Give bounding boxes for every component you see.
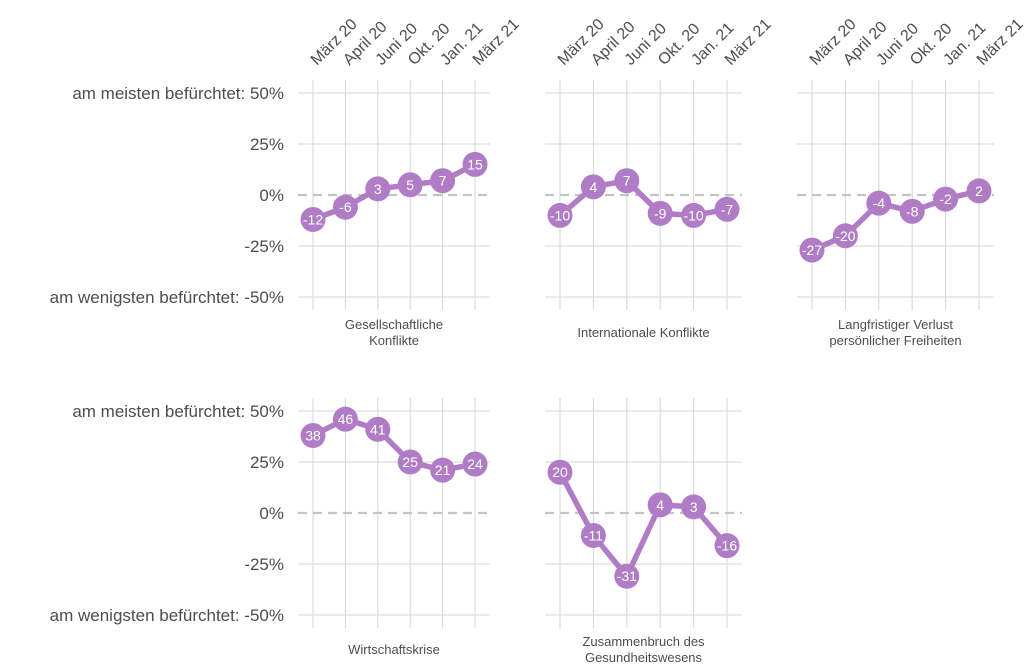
data-label: 7	[439, 173, 447, 189]
x-tick-label: März 21	[722, 16, 775, 69]
data-point	[430, 457, 456, 483]
data-label: 21	[435, 462, 451, 478]
data-point	[714, 533, 740, 559]
data-label: -27	[802, 242, 822, 258]
data-label: -11	[584, 527, 603, 543]
x-tick-label: März 21	[974, 16, 1027, 69]
y-tick-label: 0%	[259, 504, 284, 523]
data-point	[332, 194, 358, 220]
data-label: -2	[939, 191, 952, 207]
data-point	[647, 200, 673, 226]
y-tick-label: 25%	[250, 453, 284, 472]
data-point	[714, 196, 740, 222]
panel-title: Langfristiger Verlust	[838, 317, 953, 332]
data-point	[580, 522, 606, 548]
data-label: -20	[835, 228, 855, 244]
panel-title: Gesellschaftliche	[345, 317, 443, 332]
data-point	[866, 190, 892, 216]
data-label: 20	[552, 464, 568, 480]
data-label: -10	[550, 207, 570, 223]
data-point	[462, 451, 488, 477]
data-point	[580, 174, 606, 200]
data-label: 3	[690, 499, 698, 515]
data-point	[462, 151, 488, 177]
data-point	[681, 202, 707, 228]
data-point	[365, 176, 391, 202]
data-point	[647, 492, 673, 518]
data-point	[397, 449, 423, 475]
y-tick-label: 0%	[259, 186, 284, 205]
data-label: -9	[654, 205, 667, 221]
data-point	[966, 178, 992, 204]
panel-title: Zusammenbruch des	[582, 634, 705, 649]
data-label: 7	[623, 173, 631, 189]
data-label: 2	[975, 183, 983, 199]
y-tick-label: am wenigsten befürchtet: -50%	[50, 606, 284, 625]
data-label: -16	[717, 538, 737, 554]
data-point	[547, 459, 573, 485]
data-point	[799, 237, 825, 263]
data-point	[832, 223, 858, 249]
data-label: -7	[721, 201, 734, 217]
data-label: 41	[370, 421, 386, 437]
data-label: 5	[406, 177, 414, 193]
data-label: 15	[467, 156, 483, 172]
data-label: -12	[303, 211, 323, 227]
data-label: -6	[339, 199, 352, 215]
data-label: -4	[873, 195, 886, 211]
data-point	[681, 494, 707, 520]
data-label: 46	[338, 411, 354, 427]
y-tick-label: -25%	[244, 237, 284, 256]
data-label: 4	[590, 179, 598, 195]
data-point	[899, 198, 925, 224]
data-point	[614, 168, 640, 194]
series-line	[557, 469, 730, 579]
data-label: -8	[906, 203, 919, 219]
panel-title: Gesundheitswesens	[585, 650, 703, 665]
data-point	[397, 172, 423, 198]
y-tick-label: -25%	[244, 555, 284, 574]
data-label: -31	[617, 568, 637, 584]
panel-title: persönlicher Freiheiten	[829, 333, 961, 348]
data-point	[332, 406, 358, 432]
data-point	[300, 206, 326, 232]
data-label: 25	[402, 454, 418, 470]
data-point	[365, 416, 391, 442]
data-point	[547, 202, 573, 228]
panel-title: Internationale Konflikte	[577, 325, 709, 340]
panel-title: Wirtschaftskrise	[348, 642, 440, 657]
y-tick-label: am wenigsten befürchtet: -50%	[50, 288, 284, 307]
y-tick-label: am meisten befürchtet: 50%	[72, 84, 284, 103]
data-point	[430, 168, 456, 194]
data-point	[614, 563, 640, 589]
panel-title: Konflikte	[369, 333, 419, 348]
data-label: 4	[656, 497, 664, 513]
y-tick-label: 25%	[250, 135, 284, 154]
data-label: 3	[374, 181, 382, 197]
data-point	[933, 186, 959, 212]
y-tick-label: am meisten befürchtet: 50%	[72, 402, 284, 421]
data-point	[300, 422, 326, 448]
data-label: -10	[683, 207, 703, 223]
data-label: 24	[467, 456, 483, 472]
data-label: 38	[305, 427, 321, 443]
